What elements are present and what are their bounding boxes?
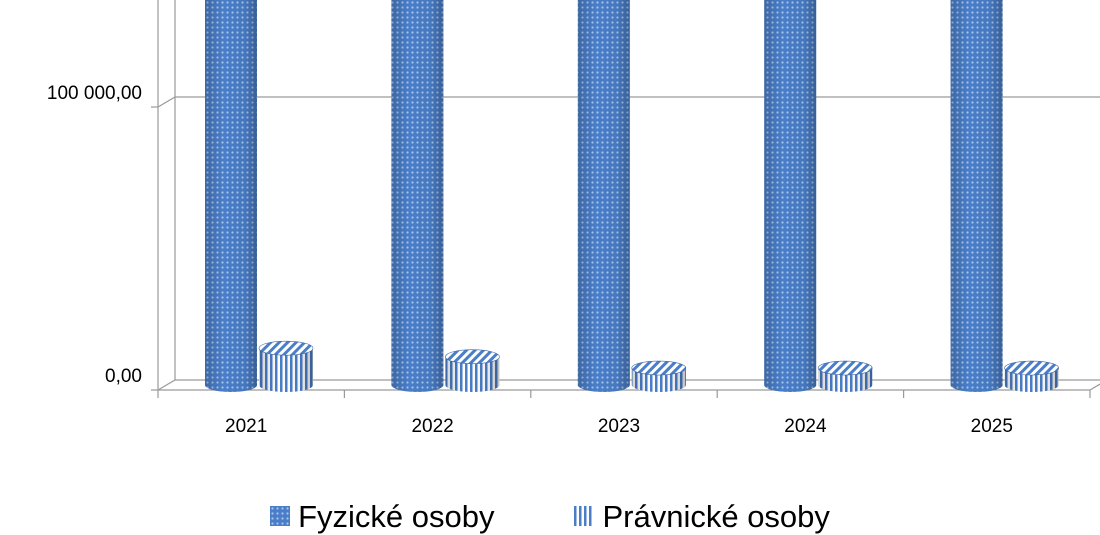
x-tick-label: 2025: [971, 416, 1013, 437]
bar-fyzicke-2022: [391, 0, 444, 392]
bar-pravnicke-2022-shade: [445, 356, 500, 393]
bar-fyzicke-2025-shade: [950, 0, 1003, 392]
x-tick-label: 2021: [225, 416, 267, 437]
x-tick-label: 2022: [411, 416, 453, 437]
bar-fyzicke-2025: [950, 0, 1003, 392]
y-tick-label: 100 000,00: [47, 83, 142, 104]
bars: [205, 0, 1059, 393]
legend-swatch-fyzicke: [270, 506, 291, 526]
legend-label-fyzicke: Fyzické osoby: [298, 498, 495, 534]
bar-pravnicke-2022-top: [445, 349, 500, 365]
y-tick-label: 0,00: [105, 366, 142, 387]
bar-fyzicke-2021-shade: [205, 0, 257, 392]
bar-pravnicke-2024-top: [817, 360, 873, 376]
bar-pravnicke-2021-shade: [259, 348, 313, 392]
bar-pravnicke-2021: [258, 340, 314, 392]
bar-fyzicke-2021: [205, 0, 257, 392]
bar-pravnicke-2023-top: [631, 360, 687, 376]
bar-fyzicke-2022-shade: [391, 0, 444, 392]
x-tick-label: 2024: [784, 416, 827, 437]
bar-fyzicke-2023-shade: [577, 0, 630, 392]
bar-pravnicke-2024: [817, 360, 873, 392]
bar-pravnicke-2025: [1004, 360, 1059, 393]
bar-pravnicke-2021-top: [258, 340, 314, 356]
bar-pravnicke-2022: [445, 349, 500, 393]
legend-item-pravnicke: Právnické osoby: [574, 498, 830, 534]
bar-fyzicke-2023: [577, 0, 630, 392]
x-tick-label: 2023: [598, 416, 640, 437]
bar-pravnicke-2025-top: [1004, 360, 1059, 376]
legend-item-fyzicke: Fyzické osoby: [270, 501, 494, 532]
bar-pravnicke-2023: [631, 360, 687, 393]
floor-edge: [1089, 383, 1100, 391]
legend-label-pravnicke: Právnické osoby: [602, 498, 830, 534]
bar-fyzicke-2024-shade: [764, 0, 817, 392]
legend: Fyzické osoby Právnické osoby: [0, 498, 1100, 534]
bar-fyzicke-2024: [764, 0, 817, 392]
legend-swatch-pravnicke: [574, 506, 595, 526]
x-axis-labels: 2021 2022 2023 2024 2025: [225, 416, 1013, 437]
